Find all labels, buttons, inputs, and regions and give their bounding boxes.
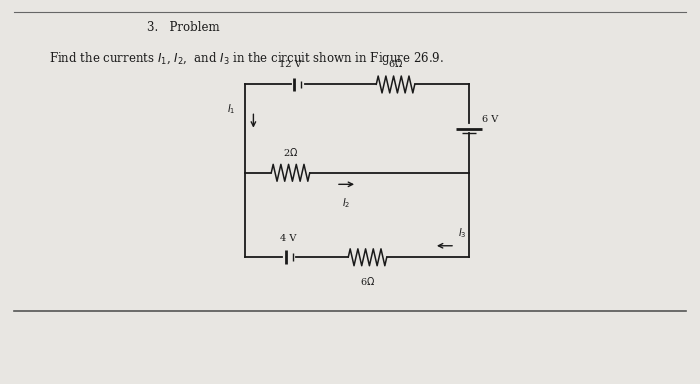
Text: $I_2$: $I_2$ <box>342 196 351 210</box>
Text: 12 V: 12 V <box>279 60 302 69</box>
Text: $I_3$: $I_3$ <box>458 226 467 240</box>
Text: 3.   Problem: 3. Problem <box>147 21 220 34</box>
Text: 6$\Omega$: 6$\Omega$ <box>360 275 375 286</box>
Text: 2$\Omega$: 2$\Omega$ <box>283 146 298 158</box>
Text: $I_1$: $I_1$ <box>228 103 236 116</box>
Text: 6$\Omega$: 6$\Omega$ <box>388 57 403 69</box>
Text: Find the currents $I_1$, $I_2$,  and $I_3$ in the circuit shown in Figure 26.9.: Find the currents $I_1$, $I_2$, and $I_3… <box>49 50 444 67</box>
Text: 6 V: 6 V <box>482 114 498 124</box>
Text: 4 V: 4 V <box>279 234 296 243</box>
